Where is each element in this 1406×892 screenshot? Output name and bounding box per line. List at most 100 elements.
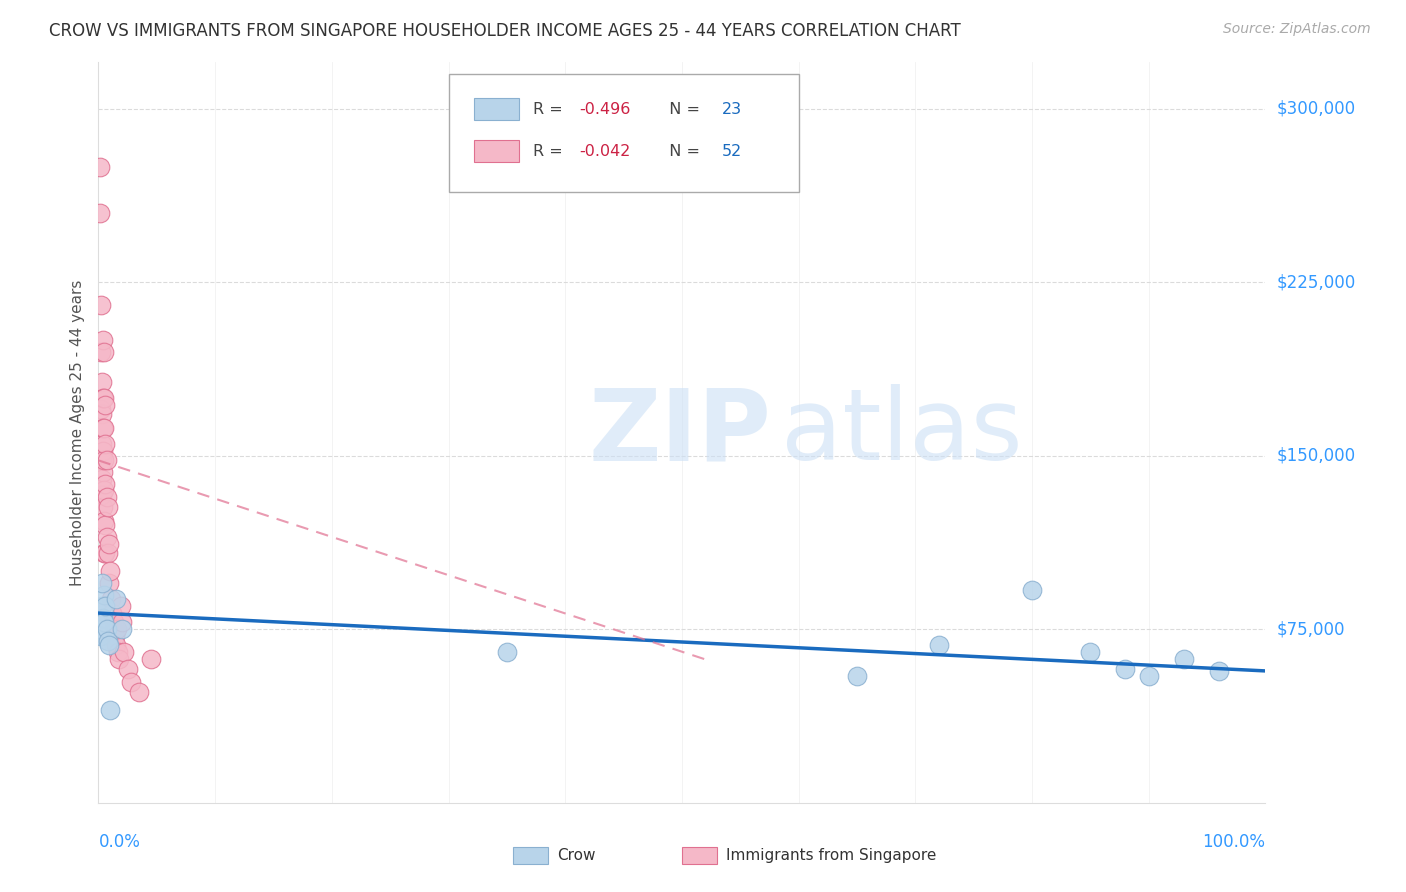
Point [94, 546, 117, 560]
Point [90, 437, 112, 451]
Point [93, 514, 115, 528]
Point [104, 629, 127, 643]
Point [93, 344, 115, 359]
Text: CROW VS IMMIGRANTS FROM SINGAPORE HOUSEHOLDER INCOME AGES 25 - 44 YEARS CORRELAT: CROW VS IMMIGRANTS FROM SINGAPORE HOUSEH… [49, 22, 960, 40]
Text: -0.496: -0.496 [579, 102, 630, 117]
Point [117, 662, 139, 676]
Point [1208, 664, 1230, 678]
Point [91, 333, 114, 347]
Point [111, 622, 134, 636]
Point [496, 645, 519, 659]
Text: -0.042: -0.042 [579, 144, 630, 159]
Point [101, 606, 124, 620]
Point [91, 444, 114, 458]
Point [94, 398, 117, 412]
Text: Crow: Crow [557, 848, 596, 863]
Point [96, 491, 118, 505]
Y-axis label: Householder Income Ages 25 - 44 years: Householder Income Ages 25 - 44 years [69, 279, 84, 586]
Point [1173, 652, 1195, 666]
FancyBboxPatch shape [474, 98, 519, 120]
Point [90, 599, 112, 614]
Point [120, 675, 142, 690]
Point [111, 615, 134, 630]
Text: $150,000: $150,000 [1277, 447, 1355, 465]
Point [97, 536, 120, 550]
Point [94, 437, 117, 451]
Point [97, 576, 120, 591]
Point [90, 453, 112, 467]
Point [105, 622, 128, 636]
Point [89, 206, 111, 220]
Text: 100.0%: 100.0% [1202, 833, 1265, 851]
Point [90, 344, 112, 359]
Point [93, 588, 115, 602]
FancyBboxPatch shape [474, 140, 519, 162]
Point [1114, 662, 1136, 676]
Point [139, 652, 162, 666]
Text: 23: 23 [721, 102, 742, 117]
Point [91, 421, 114, 435]
Point [100, 592, 122, 607]
Point [1021, 582, 1043, 597]
Text: Immigrants from Singapore: Immigrants from Singapore [727, 848, 936, 863]
Text: R =: R = [533, 144, 568, 159]
Point [90, 375, 112, 389]
Text: ZIP: ZIP [589, 384, 772, 481]
Point [94, 476, 117, 491]
Point [846, 668, 869, 682]
Point [104, 639, 127, 653]
Point [112, 645, 135, 659]
Text: $300,000: $300,000 [1277, 100, 1355, 118]
Point [96, 530, 118, 544]
Point [107, 645, 129, 659]
Text: atlas: atlas [782, 384, 1022, 481]
Point [91, 465, 114, 479]
Text: N =: N = [658, 102, 704, 117]
Text: N =: N = [658, 144, 704, 159]
Point [97, 546, 120, 560]
Text: $225,000: $225,000 [1277, 273, 1355, 291]
Point [89, 622, 111, 636]
Point [97, 633, 120, 648]
Point [103, 615, 125, 630]
Point [90, 298, 112, 312]
Point [90, 472, 112, 486]
Point [96, 622, 118, 636]
Point [94, 518, 117, 533]
Point [90, 402, 112, 417]
Point [97, 639, 120, 653]
Point [128, 685, 150, 699]
FancyBboxPatch shape [513, 847, 548, 863]
Text: R =: R = [533, 102, 568, 117]
Point [1137, 668, 1160, 682]
Point [91, 500, 114, 514]
Point [93, 483, 115, 498]
Point [110, 599, 132, 614]
FancyBboxPatch shape [449, 73, 799, 192]
Text: Source: ZipAtlas.com: Source: ZipAtlas.com [1223, 22, 1371, 37]
Point [90, 629, 112, 643]
Point [90, 407, 112, 421]
FancyBboxPatch shape [682, 847, 717, 863]
Text: $75,000: $75,000 [1277, 620, 1346, 639]
Text: 52: 52 [721, 144, 742, 159]
Point [91, 391, 114, 405]
Point [108, 652, 131, 666]
Point [90, 488, 112, 502]
Point [93, 546, 115, 560]
Point [94, 599, 117, 614]
Point [98, 703, 121, 717]
Point [89, 160, 111, 174]
Point [104, 592, 127, 607]
Point [93, 391, 115, 405]
Point [928, 639, 950, 653]
Point [96, 453, 118, 467]
Point [97, 500, 120, 514]
Point [98, 565, 121, 579]
Point [1080, 645, 1102, 659]
Point [93, 421, 115, 435]
Text: 0.0%: 0.0% [98, 833, 141, 851]
Point [91, 610, 114, 624]
Point [93, 615, 115, 630]
Point [93, 453, 115, 467]
